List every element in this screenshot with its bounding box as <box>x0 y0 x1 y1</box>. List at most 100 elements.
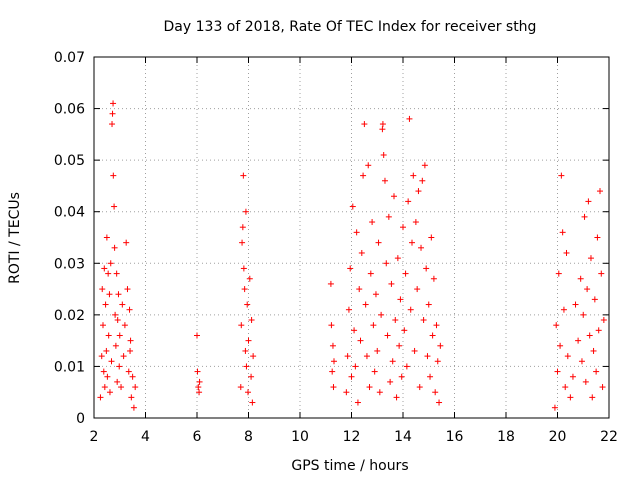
data-point-marker <box>239 239 246 246</box>
data-point-marker <box>354 399 361 406</box>
data-point-marker <box>407 306 414 313</box>
data-point-marker <box>128 394 135 401</box>
data-point-marker <box>246 275 253 282</box>
data-point-marker <box>420 317 427 324</box>
data-point-marker <box>109 110 116 117</box>
data-point-marker <box>365 162 372 169</box>
x-tick-label: 10 <box>291 429 309 445</box>
data-point-marker <box>358 249 365 256</box>
data-point-marker <box>125 368 132 375</box>
data-point-marker <box>362 301 369 308</box>
data-point-marker <box>103 347 110 354</box>
data-point-marker <box>240 172 247 179</box>
data-point-marker <box>430 275 437 282</box>
data-point-marker <box>585 198 592 205</box>
y-tick-label: 0.01 <box>54 359 85 375</box>
data-point-marker <box>580 311 587 318</box>
data-point-marker <box>599 384 606 391</box>
data-point-marker <box>99 286 106 293</box>
data-point-marker <box>242 208 249 215</box>
data-point-marker <box>557 342 564 349</box>
data-point-marker <box>419 177 426 184</box>
data-point-marker <box>394 255 401 262</box>
data-point-marker <box>410 172 417 179</box>
data-point-marker <box>353 229 360 236</box>
data-point-marker <box>384 332 391 339</box>
data-point-marker <box>421 162 428 169</box>
data-point-marker <box>405 198 412 205</box>
data-point-marker <box>127 337 134 344</box>
data-point-marker <box>244 301 251 308</box>
data-point-marker <box>558 172 565 179</box>
data-point-marker <box>553 322 560 329</box>
data-point-marker <box>562 384 569 391</box>
data-point-marker <box>363 353 370 360</box>
data-point-marker <box>109 121 116 128</box>
data-point-marker <box>126 306 133 313</box>
x-tick-label: 4 <box>141 429 150 445</box>
x-tick-label: 8 <box>244 429 253 445</box>
data-point-marker <box>239 224 246 231</box>
data-point-marker <box>436 399 443 406</box>
data-point-marker <box>344 353 351 360</box>
data-point-marker <box>105 270 112 277</box>
data-point-marker <box>590 347 597 354</box>
data-point-marker <box>100 322 107 329</box>
data-point-marker <box>360 172 367 179</box>
data-point-marker <box>424 353 431 360</box>
data-point-marker <box>406 115 413 122</box>
data-point-marker <box>367 270 374 277</box>
data-point-marker <box>412 219 419 226</box>
data-point-marker <box>600 317 607 324</box>
data-point-marker <box>351 327 358 334</box>
data-point-marker <box>428 234 435 241</box>
data-point-marker <box>411 347 418 354</box>
x-tick-label: 20 <box>549 429 567 445</box>
data-point-marker <box>409 239 416 246</box>
data-point-marker <box>328 322 335 329</box>
data-point-marker <box>116 363 123 370</box>
data-point-marker <box>102 301 109 308</box>
data-point-marker <box>238 322 245 329</box>
data-point-marker <box>250 353 257 360</box>
data-point-marker <box>101 265 108 272</box>
x-tick-label: 2 <box>90 429 99 445</box>
data-point-marker <box>329 342 336 349</box>
data-point-marker <box>379 126 386 133</box>
x-tick-label: 18 <box>497 429 515 445</box>
y-tick-label: 0.05 <box>54 153 85 169</box>
data-point-marker <box>327 280 334 287</box>
data-point-marker <box>560 306 567 313</box>
data-point-marker <box>389 358 396 365</box>
data-point-marker <box>240 265 247 272</box>
data-point-marker <box>594 234 601 241</box>
data-point-marker <box>248 317 255 324</box>
data-point-marker <box>567 394 574 401</box>
data-point-marker <box>587 255 594 262</box>
data-point-marker <box>437 342 444 349</box>
data-point-marker <box>555 270 562 277</box>
data-point-marker <box>400 224 406 231</box>
data-point-marker <box>396 342 403 349</box>
data-point-marker <box>425 301 432 308</box>
data-point-marker <box>434 358 441 365</box>
data-point-marker <box>572 301 579 308</box>
data-point-marker <box>343 389 350 396</box>
x-axis-label: GPS time / hours <box>291 458 408 474</box>
data-point-marker <box>111 244 118 251</box>
data-point-marker <box>433 322 440 329</box>
data-points <box>97 100 607 411</box>
data-point-marker <box>329 368 336 375</box>
data-point-marker <box>249 399 256 406</box>
data-point-marker <box>105 332 112 339</box>
data-point-marker <box>98 353 105 360</box>
data-point-marker <box>381 177 388 184</box>
x-tick-label: 12 <box>343 429 361 445</box>
data-point-marker <box>121 322 128 329</box>
data-point-marker <box>577 275 584 282</box>
data-point-marker <box>237 384 244 391</box>
data-point-marker <box>352 363 359 370</box>
data-point-marker <box>376 389 383 396</box>
data-point-marker <box>378 311 385 318</box>
data-point-marker <box>563 249 570 256</box>
